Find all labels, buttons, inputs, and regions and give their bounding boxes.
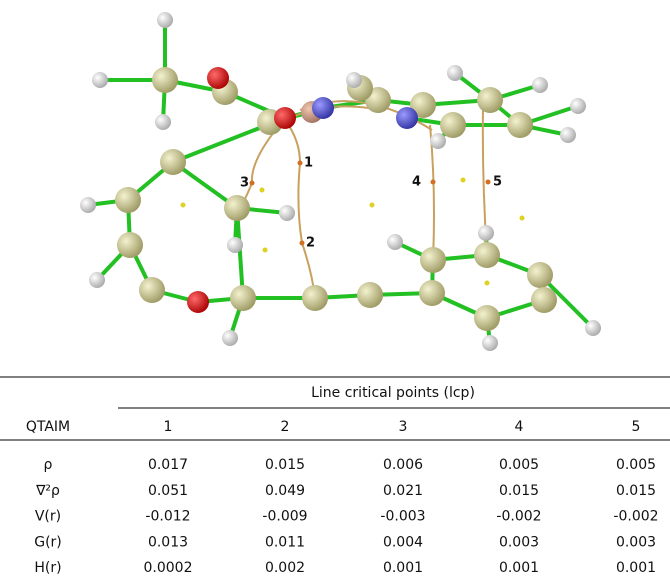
table-cell: 0.003 [616,534,656,550]
table-cell: 0.049 [265,483,305,499]
atom [477,87,503,113]
table-cell: ρ [44,457,53,473]
atom [532,77,548,93]
atom [302,285,328,311]
atom [430,133,446,149]
atom [531,287,557,313]
header-cell: 5 [632,419,641,435]
table-cell: V(r) [35,509,61,525]
atom [447,65,463,81]
table-cell: 0.051 [148,483,188,499]
critical-point [250,181,255,186]
table-cell: H(r) [34,560,61,576]
atom [80,197,96,213]
atom [92,72,108,88]
atom [474,305,500,331]
table-cell: -0.009 [262,509,307,525]
table-cell: 0.005 [616,457,656,473]
atom [440,112,466,138]
atom [507,112,533,138]
atom [187,291,209,313]
header-cell: QTAIM [26,419,70,435]
table-cell: 0.015 [499,483,539,499]
table-cell: 0.021 [383,483,423,499]
atom [474,242,500,268]
table-cell: ∇²ρ [35,483,60,499]
critical-point-label: 5 [493,175,502,190]
atom [207,67,229,89]
table-cell: -0.003 [380,509,425,525]
table-cell: 0.011 [265,534,305,550]
atom [230,285,256,311]
table-cell: G(r) [34,534,62,550]
atom [279,205,295,221]
header-cell: 3 [399,419,408,435]
critical-point-label: 4 [412,175,421,190]
atom [152,67,178,93]
table-cell: 0.004 [383,534,423,550]
table-cell: 0.017 [148,457,188,473]
table-cell: 0.003 [499,534,539,550]
atom [115,187,141,213]
table-cell: 0.005 [499,457,539,473]
atom [478,225,494,241]
atom [312,97,334,119]
atom [420,247,446,273]
atom [396,107,418,129]
atom [227,237,243,253]
critical-point [520,216,525,221]
table: Line critical points (lcp) QTAIM 1 2 3 4 5 ρ 0.0… [0,377,670,576]
atom [224,195,250,221]
critical-point [486,180,491,185]
critical-point [260,188,265,193]
critical-point [485,281,490,286]
critical-point-label: 3 [240,176,249,191]
table-cell: -0.012 [145,509,190,525]
table-caption: Line critical points (lcp) [311,385,475,401]
header-cell: 2 [281,419,290,435]
atom [346,72,362,88]
atom [419,280,445,306]
header-cell: 1 [164,419,173,435]
atom [357,282,383,308]
table-cell: -0.002 [613,509,658,525]
atom [387,234,403,250]
table-cell: 0.0002 [144,560,193,576]
critical-point [263,248,268,253]
table-cell: 0.002 [265,560,305,576]
critical-point [370,203,375,208]
table-cell: 0.001 [616,560,656,576]
atom [117,232,143,258]
atom [155,114,171,130]
figure: 1 2 3 4 5 Line critical points (lcp) QTAIM 1 2 3… [0,0,670,582]
atom [482,335,498,351]
table-cell: 0.001 [383,560,423,576]
critical-point [298,161,303,166]
atom [157,12,173,28]
critical-point [181,203,186,208]
critical-point [431,180,436,185]
atom [89,272,105,288]
header-cell: 4 [515,419,524,435]
atom [585,320,601,336]
critical-point [461,178,466,183]
table-cell: 0.001 [499,560,539,576]
molecule: 1 2 3 4 5 [80,12,601,351]
atom [570,98,586,114]
atom [139,277,165,303]
table-cell: 0.006 [383,457,423,473]
atom [560,127,576,143]
critical-point [300,241,305,246]
atom [222,330,238,346]
atom [527,262,553,288]
atom [160,149,186,175]
table-cell: -0.002 [496,509,541,525]
table-cell: 0.013 [148,534,188,550]
table-cell: 0.015 [265,457,305,473]
critical-point-label: 1 [304,156,313,171]
table-cell: 0.015 [616,483,656,499]
critical-point-label: 2 [306,236,315,251]
atom [274,107,296,129]
